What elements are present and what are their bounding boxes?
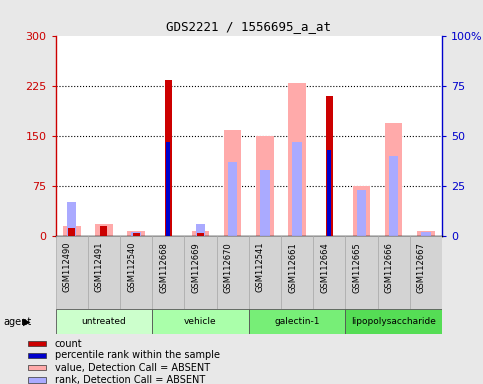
Text: vehicle: vehicle (184, 317, 217, 326)
Bar (417, 231, 435, 236)
Text: percentile rank within the sample: percentile rank within the sample (55, 351, 220, 361)
Bar (152, 236, 185, 309)
Bar (56, 309, 152, 334)
Bar (28, 365, 46, 371)
Bar (249, 236, 281, 309)
Text: ▶: ▶ (23, 317, 31, 327)
Bar (256, 136, 274, 236)
Text: GSM112541: GSM112541 (256, 242, 265, 293)
Bar (260, 170, 270, 236)
Bar (216, 236, 249, 309)
Bar (28, 341, 46, 346)
Bar (326, 96, 333, 236)
Text: lipopolysaccharide: lipopolysaccharide (351, 317, 436, 326)
Text: GSM112665: GSM112665 (353, 242, 361, 293)
Text: GSM112667: GSM112667 (417, 242, 426, 293)
Bar (356, 190, 366, 236)
Text: GSM112540: GSM112540 (127, 242, 136, 293)
Bar (249, 309, 345, 334)
Bar (185, 236, 216, 309)
Text: GSM112490: GSM112490 (63, 242, 71, 293)
Bar (292, 142, 302, 236)
Text: GSM112666: GSM112666 (384, 242, 394, 293)
Bar (28, 353, 46, 358)
Text: rank, Detection Call = ABSENT: rank, Detection Call = ABSENT (55, 375, 205, 384)
Bar (385, 123, 402, 236)
Bar (192, 231, 209, 236)
Bar (165, 80, 172, 236)
Bar (196, 224, 205, 236)
Bar (166, 142, 170, 236)
Bar (56, 236, 88, 309)
Text: galectin-1: galectin-1 (274, 317, 320, 326)
Bar (389, 156, 398, 236)
Bar (421, 232, 431, 236)
Bar (378, 236, 410, 309)
Text: agent: agent (4, 317, 32, 327)
Bar (224, 130, 242, 236)
Bar (127, 231, 145, 236)
Bar (67, 202, 76, 236)
Bar (288, 83, 306, 236)
Bar (88, 236, 120, 309)
Bar (228, 162, 238, 236)
Text: GSM112664: GSM112664 (320, 242, 329, 293)
Bar (100, 226, 107, 236)
Title: GDS2221 / 1556695_a_at: GDS2221 / 1556695_a_at (166, 20, 331, 33)
Bar (410, 236, 442, 309)
Text: GSM112668: GSM112668 (159, 242, 168, 293)
Bar (63, 226, 81, 236)
Bar (68, 228, 75, 236)
Text: GSM112491: GSM112491 (95, 242, 104, 293)
Text: GSM112670: GSM112670 (224, 242, 233, 293)
Bar (281, 236, 313, 309)
Bar (353, 186, 370, 236)
Bar (152, 309, 249, 334)
Bar (120, 236, 152, 309)
Bar (197, 233, 204, 236)
Bar (131, 232, 141, 236)
Bar (345, 309, 442, 334)
Bar (95, 224, 113, 236)
Bar (327, 150, 331, 236)
Bar (345, 236, 378, 309)
Text: count: count (55, 339, 83, 349)
Text: GSM112661: GSM112661 (288, 242, 297, 293)
Bar (313, 236, 345, 309)
Text: value, Detection Call = ABSENT: value, Detection Call = ABSENT (55, 363, 210, 373)
Bar (28, 377, 46, 383)
Bar (132, 233, 140, 236)
Text: untreated: untreated (82, 317, 126, 326)
Text: GSM112669: GSM112669 (191, 242, 200, 293)
